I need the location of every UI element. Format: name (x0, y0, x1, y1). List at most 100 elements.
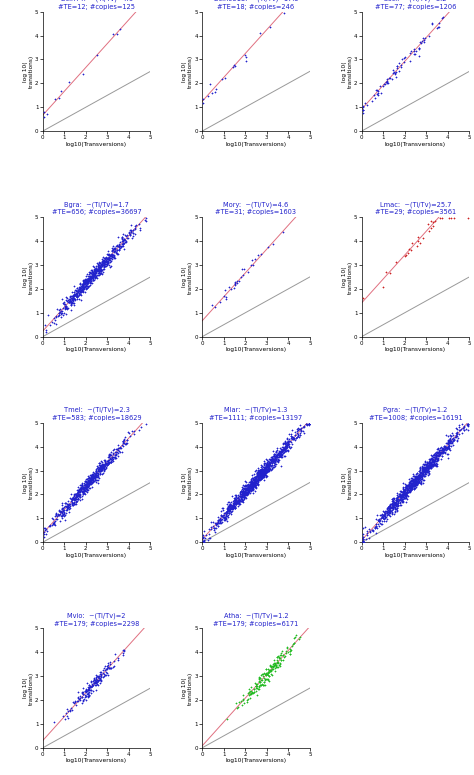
Point (438, 12, 446, 25)
Point (66, 292, 73, 305)
Point (266, 665, 273, 677)
Point (410, 47, 418, 60)
Point (98, 670, 105, 682)
Point (408, 243, 415, 256)
Point (414, 472, 421, 484)
Point (115, 240, 123, 253)
Point (100, 252, 108, 264)
Point (410, 474, 417, 487)
Point (87, 475, 94, 487)
Point (398, 492, 405, 505)
Point (250, 472, 257, 484)
Point (447, 436, 455, 448)
Point (288, 431, 295, 443)
Point (97, 460, 104, 473)
Point (265, 462, 273, 474)
Point (420, 36, 428, 49)
Point (286, 441, 293, 453)
Point (252, 482, 260, 494)
Point (79, 482, 87, 494)
Point (453, 427, 461, 439)
Point (377, 80, 384, 92)
Point (96, 673, 103, 685)
Point (429, 219, 437, 232)
Point (225, 504, 233, 516)
Point (77, 286, 84, 298)
Point (394, 489, 401, 501)
Point (107, 456, 115, 469)
Point (282, 442, 290, 454)
Point (428, 17, 436, 29)
Point (57, 505, 64, 518)
Point (67, 291, 74, 304)
Point (266, 659, 274, 671)
Point (82, 476, 90, 488)
Point (241, 482, 248, 494)
Point (225, 498, 233, 511)
Point (408, 480, 415, 493)
Point (227, 498, 234, 511)
Point (74, 686, 82, 698)
Point (110, 655, 118, 667)
Point (226, 502, 234, 515)
Point (252, 684, 260, 697)
Point (222, 509, 230, 522)
Point (200, 535, 207, 547)
Point (53, 310, 60, 322)
Point (71, 280, 78, 292)
Point (70, 498, 77, 510)
Point (93, 271, 100, 284)
Point (215, 515, 222, 528)
Point (422, 466, 429, 478)
Point (274, 649, 282, 662)
Point (405, 480, 412, 492)
Point (114, 439, 122, 451)
Point (275, 450, 283, 463)
Point (94, 258, 102, 270)
Point (280, 443, 288, 455)
Point (228, 500, 236, 512)
Point (255, 477, 262, 490)
Point (245, 481, 253, 494)
Point (100, 257, 108, 270)
Point (401, 478, 409, 491)
Point (283, 432, 291, 444)
Point (266, 664, 274, 677)
Point (417, 461, 424, 474)
Point (401, 481, 409, 494)
Point (465, 418, 472, 430)
Point (121, 233, 128, 246)
Point (89, 674, 97, 687)
Point (91, 265, 99, 277)
Point (90, 270, 98, 282)
Point (91, 260, 98, 273)
Point (100, 460, 107, 472)
Point (305, 418, 312, 430)
Point (385, 505, 392, 518)
Point (62, 301, 70, 314)
Point (428, 452, 436, 464)
Point (114, 446, 121, 459)
X-axis label: log10(Transversions): log10(Transversions) (226, 553, 286, 558)
Point (442, 442, 450, 454)
Point (91, 469, 99, 481)
Point (417, 468, 425, 480)
Point (97, 666, 105, 678)
Point (244, 480, 252, 493)
Point (419, 464, 427, 477)
Point (239, 485, 247, 498)
Point (77, 479, 85, 491)
Point (410, 473, 418, 485)
Point (91, 473, 99, 485)
Point (232, 697, 240, 709)
Point (253, 680, 261, 692)
Point (90, 267, 98, 280)
Point (414, 476, 421, 488)
Point (274, 454, 282, 467)
Point (211, 85, 219, 98)
Point (233, 491, 240, 503)
Point (284, 436, 292, 448)
Point (379, 511, 386, 523)
Point (105, 662, 113, 674)
Point (248, 480, 256, 492)
